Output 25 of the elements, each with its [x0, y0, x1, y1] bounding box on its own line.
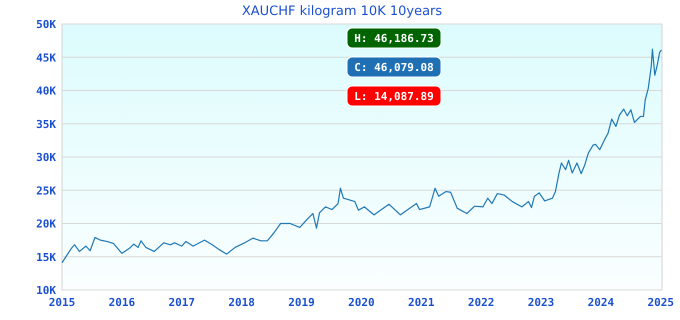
x-tick-label: 2022 [468, 296, 494, 309]
x-tick-label: 2025 [648, 296, 674, 309]
y-tick-label: 10K [36, 284, 56, 297]
y-tick-label: 50K [36, 18, 56, 31]
x-tick-label: 2017 [168, 296, 196, 309]
line-series [61, 48, 662, 264]
chart-title: XAUCHF kilogram 10K 10years [242, 4, 442, 19]
x-tick-label: 2016 [108, 296, 136, 309]
y-tick-label: 40K [36, 84, 56, 98]
y-tick-label: 20K [36, 218, 56, 230]
annotation: L: 14,087.89 [354, 90, 434, 103]
y-tick-label: 15K [36, 250, 56, 264]
x-tick-label: 2015 [48, 296, 76, 309]
x-tick-label: 2019 [288, 296, 315, 309]
x-tick-label: 2020 [348, 296, 375, 309]
annotation: C: 46,079.08 [354, 61, 434, 74]
y-tick-label: 35K [36, 118, 56, 131]
x-tick-label: 2021 [408, 296, 435, 309]
x-tick-label: 2018 [228, 296, 255, 309]
annotation: H: 46,186.73 [354, 32, 434, 45]
y-tick-label: 30K [36, 151, 56, 164]
y-tick-label: 45K [36, 51, 56, 64]
x-tick-label: 2023 [528, 296, 554, 309]
y-tick-label: 25K [36, 184, 56, 198]
x-tick-label: 2024 [588, 296, 615, 309]
